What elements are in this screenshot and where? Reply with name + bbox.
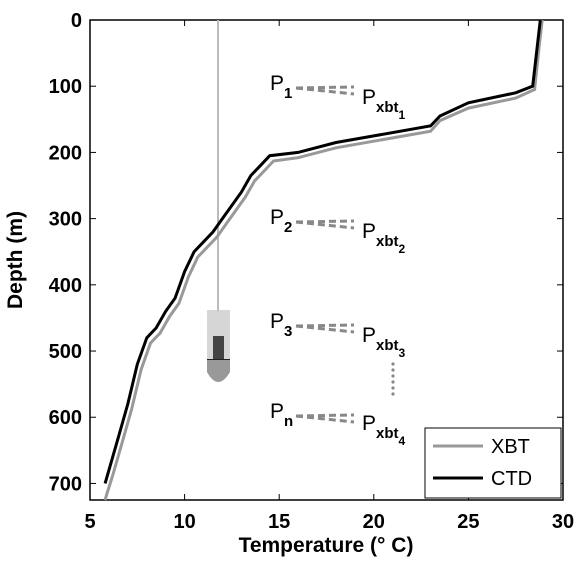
connector — [295, 86, 355, 96]
annotation-subsub: 3 — [399, 346, 406, 360]
annotation-subsub: 1 — [399, 108, 406, 122]
y-tick-label: 200 — [49, 142, 82, 164]
probe-nose — [207, 360, 230, 382]
annotation-main: P — [270, 206, 284, 229]
x-tick-label: 30 — [552, 511, 574, 533]
x-axis-label: Temperature (° C) — [239, 534, 414, 557]
annotation-main: P — [362, 220, 376, 243]
y-axis-label: Depth (m) — [4, 211, 27, 309]
y-tick-label: 300 — [49, 209, 82, 231]
connector — [295, 323, 355, 328]
annotation-main: P — [362, 86, 376, 109]
annotation-sub: xbt — [376, 99, 399, 116]
x-tick-label: 10 — [173, 511, 195, 533]
connector — [295, 414, 355, 424]
annotation: P3 — [270, 310, 292, 340]
annotation-main: P — [270, 310, 284, 333]
annotation-main: P — [270, 400, 284, 423]
x-tick-label: 15 — [268, 511, 290, 533]
annotation-main: P — [362, 324, 376, 347]
annotation-sub: xbt — [376, 233, 399, 250]
ellipsis-dot — [391, 380, 395, 384]
ellipsis-dot — [391, 392, 395, 396]
connector — [295, 85, 355, 90]
series-line — [103, 19, 542, 484]
legend-label: XBT — [491, 436, 530, 458]
probe-body — [207, 310, 230, 360]
series-line — [103, 19, 544, 501]
annotation-subsub: 2 — [399, 242, 406, 256]
annotation-subsub: 4 — [399, 434, 406, 448]
annotation-sub: 3 — [284, 323, 292, 340]
x-tick-label: 25 — [457, 511, 479, 533]
annotation-sub: xbt — [376, 425, 399, 442]
y-tick-label: 100 — [49, 76, 82, 98]
y-tick-label: 500 — [49, 341, 82, 363]
connector — [295, 324, 355, 334]
y-tick-label: 700 — [49, 473, 82, 495]
connector — [295, 220, 355, 230]
y-tick-label: 0 — [71, 10, 82, 32]
y-tick-label: 600 — [49, 407, 82, 429]
annotation-sub: n — [284, 413, 293, 430]
connector — [295, 219, 355, 224]
ellipsis-dot — [391, 362, 395, 366]
annotation: Pn — [270, 400, 293, 430]
x-tick-label: 5 — [84, 511, 95, 533]
annotation-sub: 1 — [284, 85, 292, 102]
annotation-sub: 2 — [284, 219, 292, 236]
connector — [295, 413, 355, 418]
annotation-sub: xbt — [376, 337, 399, 354]
annotation-main: P — [362, 412, 376, 435]
annotation: Pxbt2 — [362, 220, 406, 256]
legend-label: CTD — [491, 468, 532, 490]
ellipsis-dot — [391, 386, 395, 390]
annotation: Pxbt4 — [362, 412, 406, 448]
ellipsis-dot — [391, 368, 395, 372]
y-tick-label: 400 — [49, 275, 82, 297]
annotation: Pxbt1 — [362, 86, 406, 122]
annotation-main: P — [270, 72, 284, 95]
annotation: P1 — [270, 72, 292, 102]
legend — [424, 427, 562, 499]
x-tick-label: 20 — [363, 511, 385, 533]
annotation: P2 — [270, 206, 292, 236]
probe-core — [213, 336, 224, 360]
annotation: Pxbt3 — [362, 324, 406, 360]
ellipsis-dot — [391, 374, 395, 378]
